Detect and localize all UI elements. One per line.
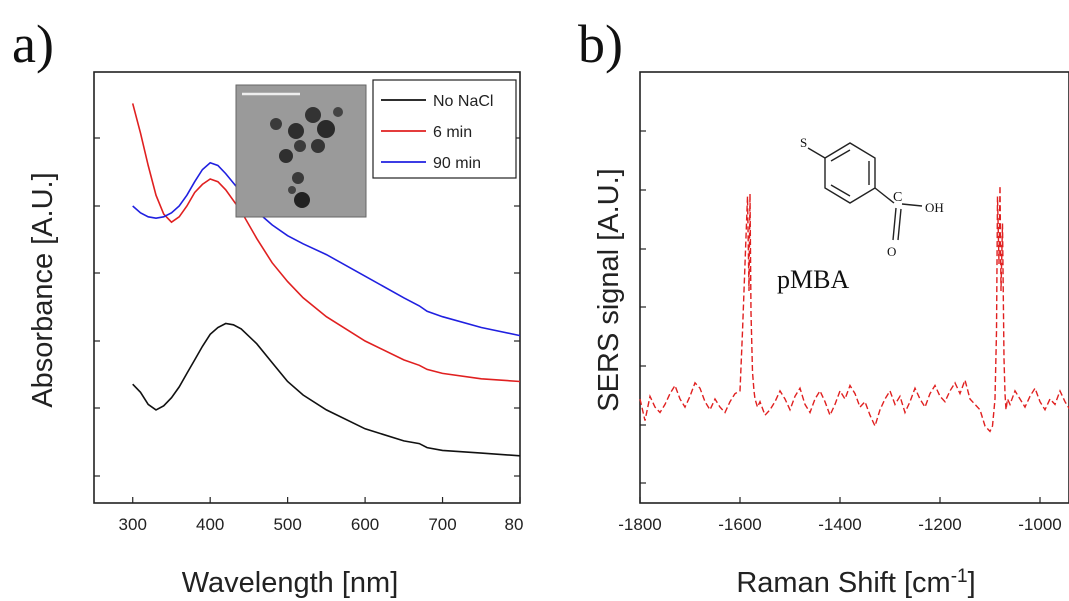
panel-a-frame <box>93 71 521 504</box>
tem-inset-image <box>235 84 367 218</box>
panel-b-x-tick-label: -1800 <box>618 515 661 534</box>
panel-a-x-tick-label: 500 <box>273 515 301 534</box>
panel-b-x-axis-title: Raman Shift [cm-1] <box>736 566 975 599</box>
panel-b-x-tick-label: -1400 <box>818 515 861 534</box>
legend-label: No NaCl <box>433 93 493 110</box>
panel-b-frame <box>639 71 1069 504</box>
molecule-s-label: S <box>800 135 807 150</box>
panel-a-x-tick-label: 400 <box>196 515 224 534</box>
panel-b-y-axis-title: SERS signal [A.U.] <box>593 168 625 411</box>
legend-label: 6 min <box>433 124 472 141</box>
panel-b-chart: -1800 -1600 -1400 -1200 -1000 S C OH O pMBA … <box>593 71 1069 599</box>
panel-a-series-line-3 <box>132 161 521 337</box>
molecule-o-label: O <box>887 244 896 259</box>
panel-b-sers-spectrum-line <box>639 185 1069 433</box>
molecule-c-label: C <box>893 190 902 205</box>
panel-b-x-tick-label: -1200 <box>918 515 961 534</box>
panel-a-label: a) <box>12 14 54 74</box>
panel-a-x-tick-label: 600 <box>351 515 379 534</box>
panel-a-series <box>131 103 521 457</box>
panel-b-series <box>639 185 1069 433</box>
panel-a-series-line-1 <box>132 322 521 457</box>
panel-a-legend: No NaCl 6 min 90 min <box>372 79 517 179</box>
panel-b-x-tick-label: -1000 <box>1018 515 1061 534</box>
pmba-annotation: pMBA <box>777 265 849 294</box>
molecule-oh-label: OH <box>925 200 944 215</box>
panel-a-y-ticks <box>94 137 520 477</box>
panel-a-x-tick-label: 300 <box>119 515 147 534</box>
panel-a-x-tick-label: 80 <box>505 515 524 534</box>
panel-b-x-tick-label: -1600 <box>718 515 761 534</box>
pmba-molecule-structure <box>807 142 923 241</box>
panel-a-x-axis-title: Wavelength [nm] <box>182 567 399 599</box>
panel-a-x-ticks: 300 400 500 600 700 80 <box>119 497 524 534</box>
legend-label: 90 min <box>433 155 481 172</box>
panel-a-x-tick-label: 700 <box>428 515 456 534</box>
panel-a-chart: 300 400 500 600 700 80 No NaCl 6 min 90 min Wav… <box>27 71 524 599</box>
panel-b-label: b) <box>578 14 623 74</box>
panel-b-y-ticks <box>640 130 646 484</box>
panel-b-x-ticks: -1800 -1600 -1400 -1200 -1000 <box>618 497 1062 534</box>
panel-a-y-axis-title: Absorbance [A.U.] <box>27 172 59 407</box>
